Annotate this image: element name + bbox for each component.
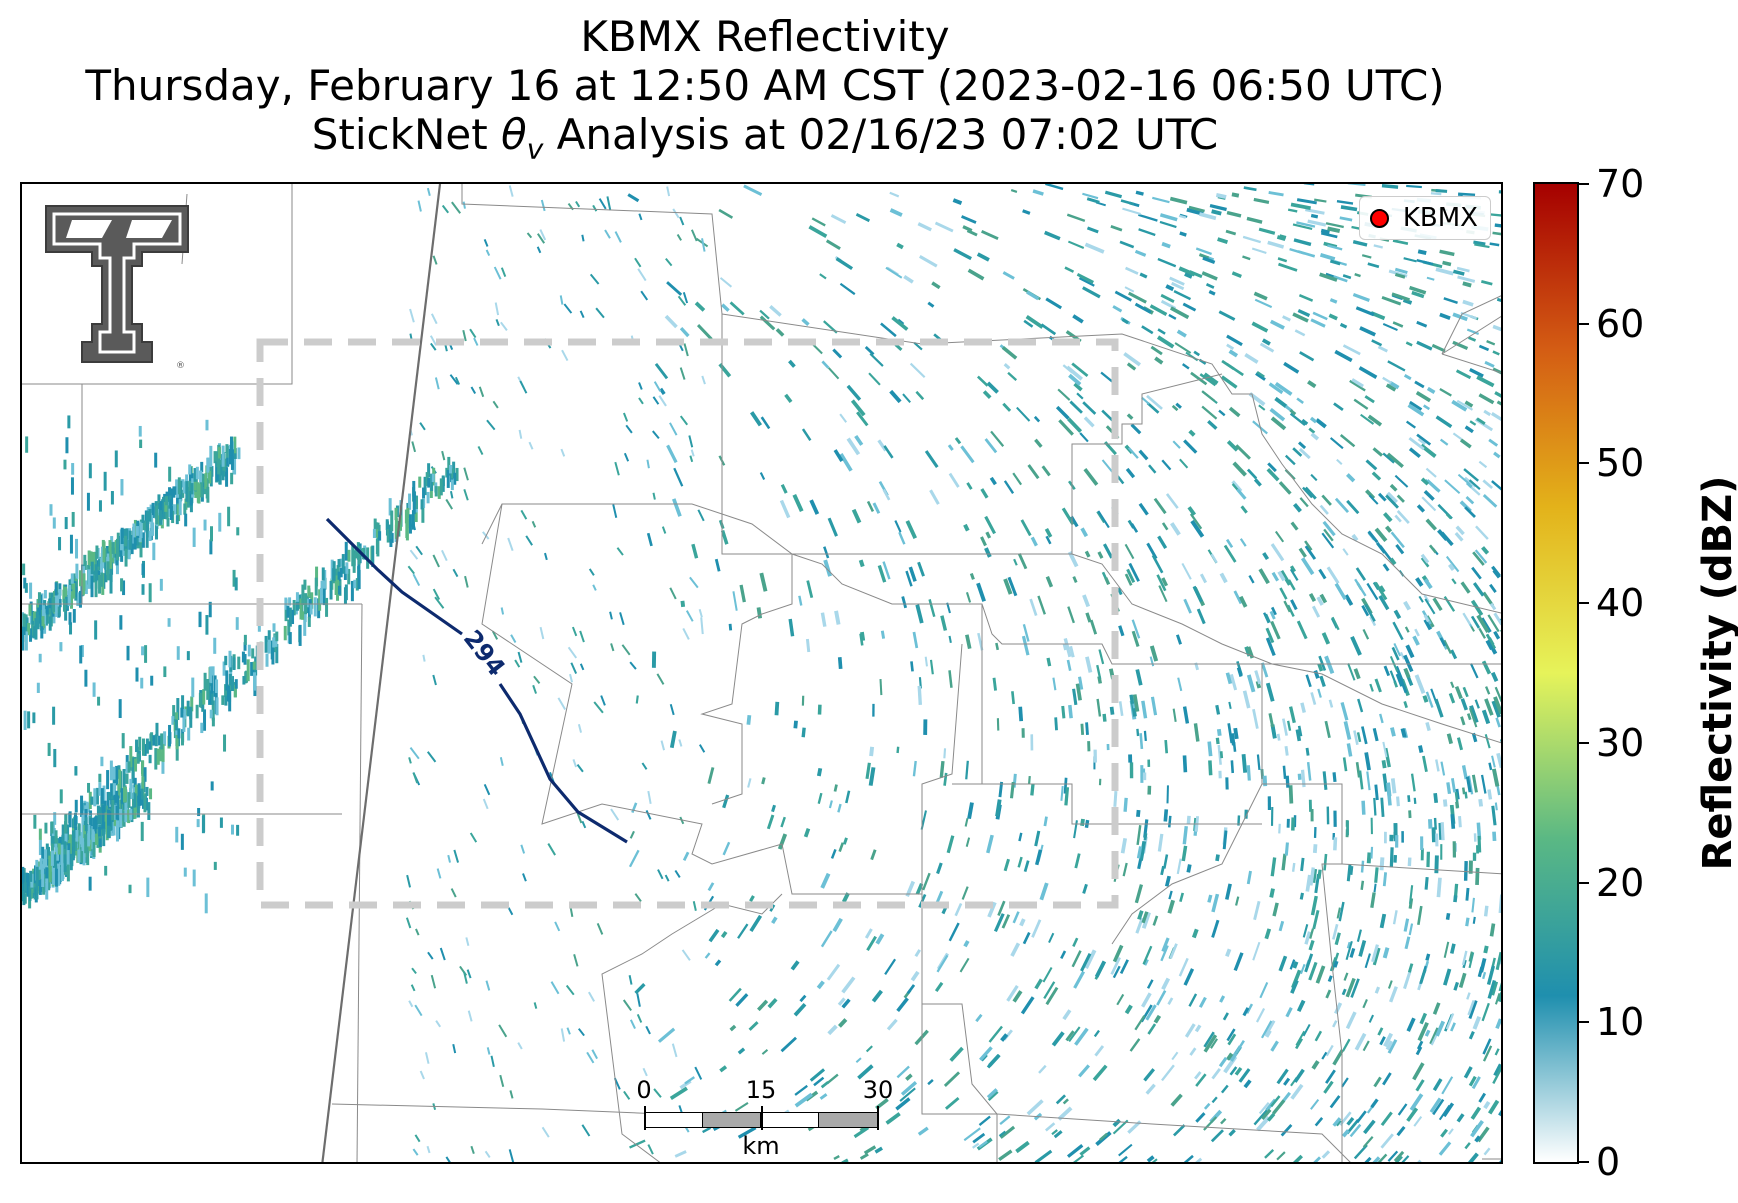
scale-divider — [644, 1106, 646, 1130]
texas-tech-logo-icon: ® — [45, 205, 189, 371]
colorbar — [1533, 182, 1579, 1164]
colorbar-tick-mark — [1579, 1021, 1589, 1024]
scale-divider — [761, 1106, 763, 1130]
double-t-logo: ® — [42, 202, 192, 376]
scale-segment — [760, 1112, 820, 1128]
title-analysis: StickNet θv Analysis at 02/16/23 07:02 U… — [311, 110, 1219, 166]
colorbar-tick-label: 60 — [1596, 301, 1645, 346]
colorbar-tick-mark — [1579, 322, 1589, 325]
scale-tick-0: 0 — [636, 1076, 652, 1104]
colorbar-tick-mark — [1579, 741, 1589, 744]
title-datetime: Thursday, February 16 at 12:50 AM CST (2… — [85, 61, 1445, 110]
scale-bar: 0 15 30 km — [636, 1076, 894, 1160]
colorbar-tick-mark — [1579, 881, 1589, 884]
scale-unit: km — [742, 1132, 780, 1160]
colorbar-tick-label: 70 — [1596, 162, 1645, 206]
colorbar-tick-label: 0 — [1596, 1140, 1621, 1184]
title-radar: KBMX Reflectivity — [580, 12, 950, 61]
scale-segment — [644, 1112, 704, 1128]
scale-tick-15: 15 — [745, 1076, 777, 1104]
svg-text:®: ® — [176, 361, 185, 371]
scale-divider — [877, 1106, 879, 1130]
theta-v-contour: 294 — [325, 517, 628, 844]
colorbar-tick-label: 20 — [1596, 860, 1645, 905]
colorbar-tick-mark — [1579, 183, 1589, 185]
legend: KBMX — [1358, 196, 1491, 240]
colorbar-tick-mark — [1579, 602, 1589, 605]
plot-title: KBMX Reflectivity Thursday, February 16 … — [0, 12, 1530, 173]
analysis-domain-box — [256, 338, 1119, 909]
state-border — [321, 184, 442, 1162]
colorbar-tick-label: 10 — [1596, 1000, 1645, 1045]
colorbar-title: Reflectivity (dBZ) — [1695, 475, 1738, 871]
colorbar-tick-label: 50 — [1596, 441, 1645, 486]
colorbar-tick-mark — [1579, 1161, 1589, 1163]
contour-label: 294 — [458, 625, 511, 682]
colorbar-tick-label: 40 — [1596, 581, 1645, 626]
county-borders — [22, 184, 1501, 1162]
scale-tick-30: 30 — [862, 1076, 894, 1104]
reflectivity-echoes — [22, 184, 1501, 1162]
map-canvas: 294 — [22, 184, 1501, 1162]
kbmx-marker-icon — [1369, 208, 1389, 228]
colorbar-tick-label: 30 — [1596, 720, 1645, 765]
scale-segment — [702, 1112, 762, 1128]
legend-label: KBMX — [1402, 203, 1478, 233]
colorbar-tick-mark — [1579, 462, 1589, 465]
scale-segment — [818, 1112, 878, 1128]
map-panel[interactable]: 294 KBMX ® 0 15 30 — [20, 182, 1503, 1164]
